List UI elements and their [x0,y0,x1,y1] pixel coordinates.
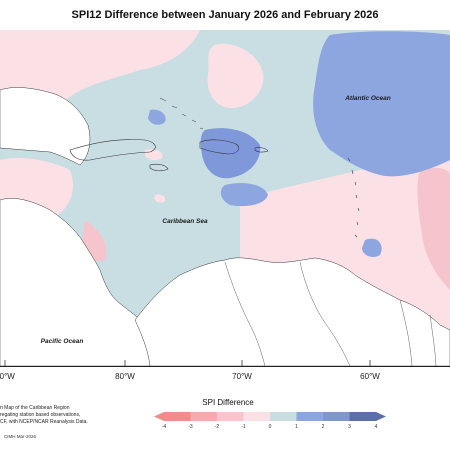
legend-arrow-left [154,412,164,421]
legend-tick-label: -2 [215,424,220,430]
pink-pocket-3 [247,74,260,85]
legend-title: SPI Difference [202,398,254,407]
coast-cuba [69,139,156,161]
atlantic-ocean-label: Atlantic Ocean [344,95,391,102]
coast-lesser-antilles [347,157,360,238]
map-area[interactable]: Atlantic Ocean Caribbean Sea Pacific Oce… [0,30,450,367]
land-mexico-gulf [0,87,91,166]
legend-swatch [349,412,377,421]
blue-zone-atlantic [313,31,450,177]
legend: -4 -3 -2 -1 0 1 2 3 4 [150,408,400,438]
legend-swatch [323,412,350,421]
footnote-line-1: n Map of the Caribbean Region [0,405,70,411]
map-title: SPI12 Difference between January 2026 an… [71,9,379,21]
legend-swatch [243,412,271,421]
spi-map: Atlantic Ocean Caribbean Sea Pacific Oce… [0,30,450,366]
pink-zone-atlantic [207,43,264,109]
legend-tick-label: -4 [162,424,167,430]
pacific-ocean-label: Pacific Ocean [41,338,84,345]
legend-tick-label: 1 [295,424,298,430]
legend-tick-label: 3 [348,424,351,430]
longitude-ticks [4,360,371,366]
country-borders [224,261,437,366]
caribbean-sea-label: Caribbean Sea [162,218,208,225]
coast-bahamas [159,97,204,130]
legend-swatch [296,412,324,421]
tick-60w: 60°W [360,372,380,381]
legend-tick-label: -3 [188,424,193,430]
blue-zone-caribbean [220,183,268,207]
blue-zone-hispaniola [200,128,261,179]
blue-zone-cuba [148,109,166,125]
footnote-line-2: regating station based observations, [0,412,81,418]
legend-swatch [217,412,244,421]
legend-tick-label: -1 [241,424,246,430]
footnote-line-3: CF, with NCEP/NCAR Reanalysis Data. [0,419,88,425]
legend-swatch [164,412,191,421]
legend-swatch [190,412,218,421]
coast-hispaniola [199,139,240,155]
legend-colorbar: -4 -3 -2 -1 0 1 2 3 4 [154,412,386,430]
blue-zone-lesser-antilles [362,238,382,258]
legend-swatch [270,412,297,421]
pink-zone-far-east [417,167,450,290]
pink-pocket-2 [154,194,166,203]
legend-arrow-right [376,412,386,421]
tick-80w: 80°W [115,372,135,381]
coast-jamaica [149,163,169,172]
legend-tick-label: 2 [322,424,325,430]
legend-tick-label: 4 [375,424,378,430]
legend-tick-label: 0 [269,424,272,430]
tick-70w: 70°W [232,372,252,381]
land-south-america [134,257,450,366]
coast-puerto-rico [254,147,269,153]
credit-text: CIMH Mar-2026 [4,434,37,439]
tick-90w: 90°W [0,372,15,381]
